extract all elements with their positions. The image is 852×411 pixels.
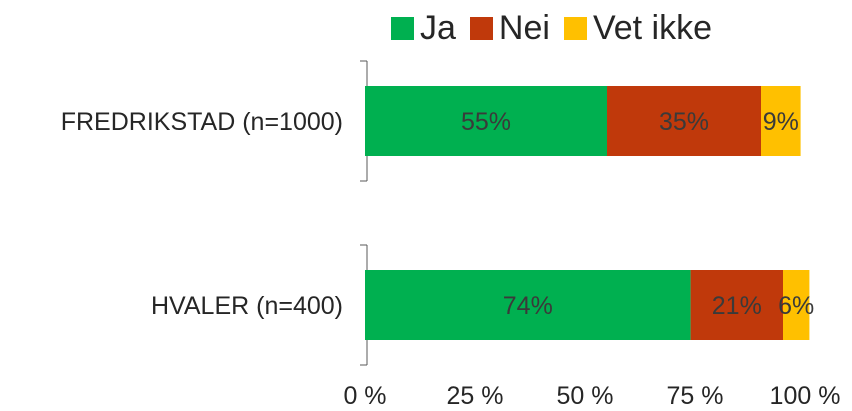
x-tick-label: 100 % [770, 382, 841, 410]
bar-value-label: 74% [503, 292, 553, 320]
legend-item-nei: Nei [469, 8, 550, 48]
x-tick-label: 75 % [667, 382, 724, 410]
bar-segment-vet-ikke [761, 86, 801, 156]
bar-segment-vet-ikke [783, 270, 810, 340]
x-tick-label: 0 % [343, 382, 386, 410]
bar-value-label: 6% [778, 292, 814, 320]
bar-value-label: 9% [763, 108, 799, 136]
bar-segment-nei [690, 270, 783, 340]
legend-swatch-vet-ikke [563, 16, 587, 40]
bar-value-label: 35% [659, 108, 709, 136]
bar-segment-ja [365, 270, 691, 340]
x-tick-label: 50 % [557, 382, 614, 410]
bar-segment-ja [365, 86, 607, 156]
bar-value-label: 55% [461, 108, 511, 136]
bar-segment-nei [607, 86, 761, 156]
legend-label-ja: Ja [420, 8, 456, 47]
legend-label-vet-ikke: Vet ikke [592, 8, 713, 47]
category-label: HVALER (n=400) [151, 292, 343, 320]
legend-label-nei: Nei [498, 8, 550, 47]
legend-swatch-ja [391, 16, 414, 40]
legend-item-ja: Ja [391, 9, 456, 48]
category-label: FREDRIKSTAD (n=1000) [61, 108, 343, 136]
chart-legend: Ja Nei Vet ikke [391, 8, 726, 48]
x-tick-label: 25 % [447, 382, 504, 410]
bar-value-label: 21% [712, 292, 762, 320]
legend-item-vet-ikke: Vet ikke [563, 8, 713, 48]
legend-swatch-nei [469, 16, 493, 40]
